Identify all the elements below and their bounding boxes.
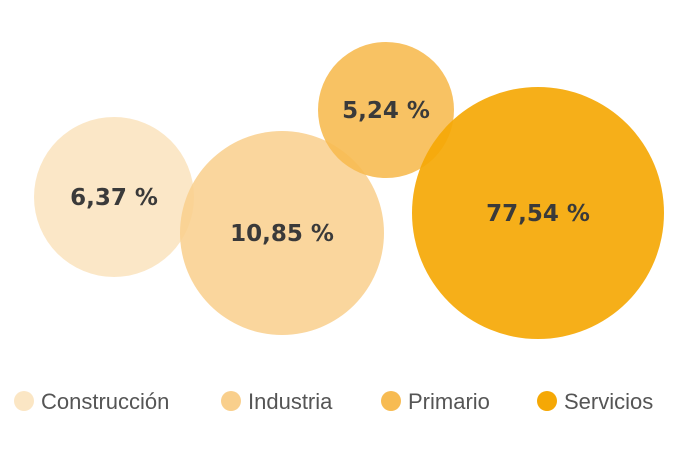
- bubble-value-label: 6,37 %: [70, 185, 158, 211]
- bubble-1: [34, 117, 194, 277]
- bubbles-group: [34, 42, 664, 339]
- bubble-value-label: 10,85 %: [230, 221, 334, 247]
- legend: Construcción Industria Primario Servicios: [14, 389, 653, 414]
- legend-label: Primario: [408, 389, 490, 414]
- legend-swatch: [14, 391, 34, 411]
- bubble-value-label: 5,24 %: [342, 98, 430, 124]
- bubble-4: [412, 87, 664, 339]
- bubble-2: [180, 131, 384, 335]
- legend-swatch: [381, 391, 401, 411]
- bubble-labels-group: 6,37 % 10,85 % 5,24 % 77,54 %: [70, 98, 590, 247]
- legend-label: Servicios: [564, 389, 653, 414]
- bubble-value-label: 77,54 %: [486, 201, 590, 227]
- bubble-3: [318, 42, 454, 178]
- legend-label: Construcción: [41, 389, 169, 414]
- legend-swatch: [221, 391, 241, 411]
- legend-label: Industria: [248, 389, 333, 414]
- legend-swatch: [537, 391, 557, 411]
